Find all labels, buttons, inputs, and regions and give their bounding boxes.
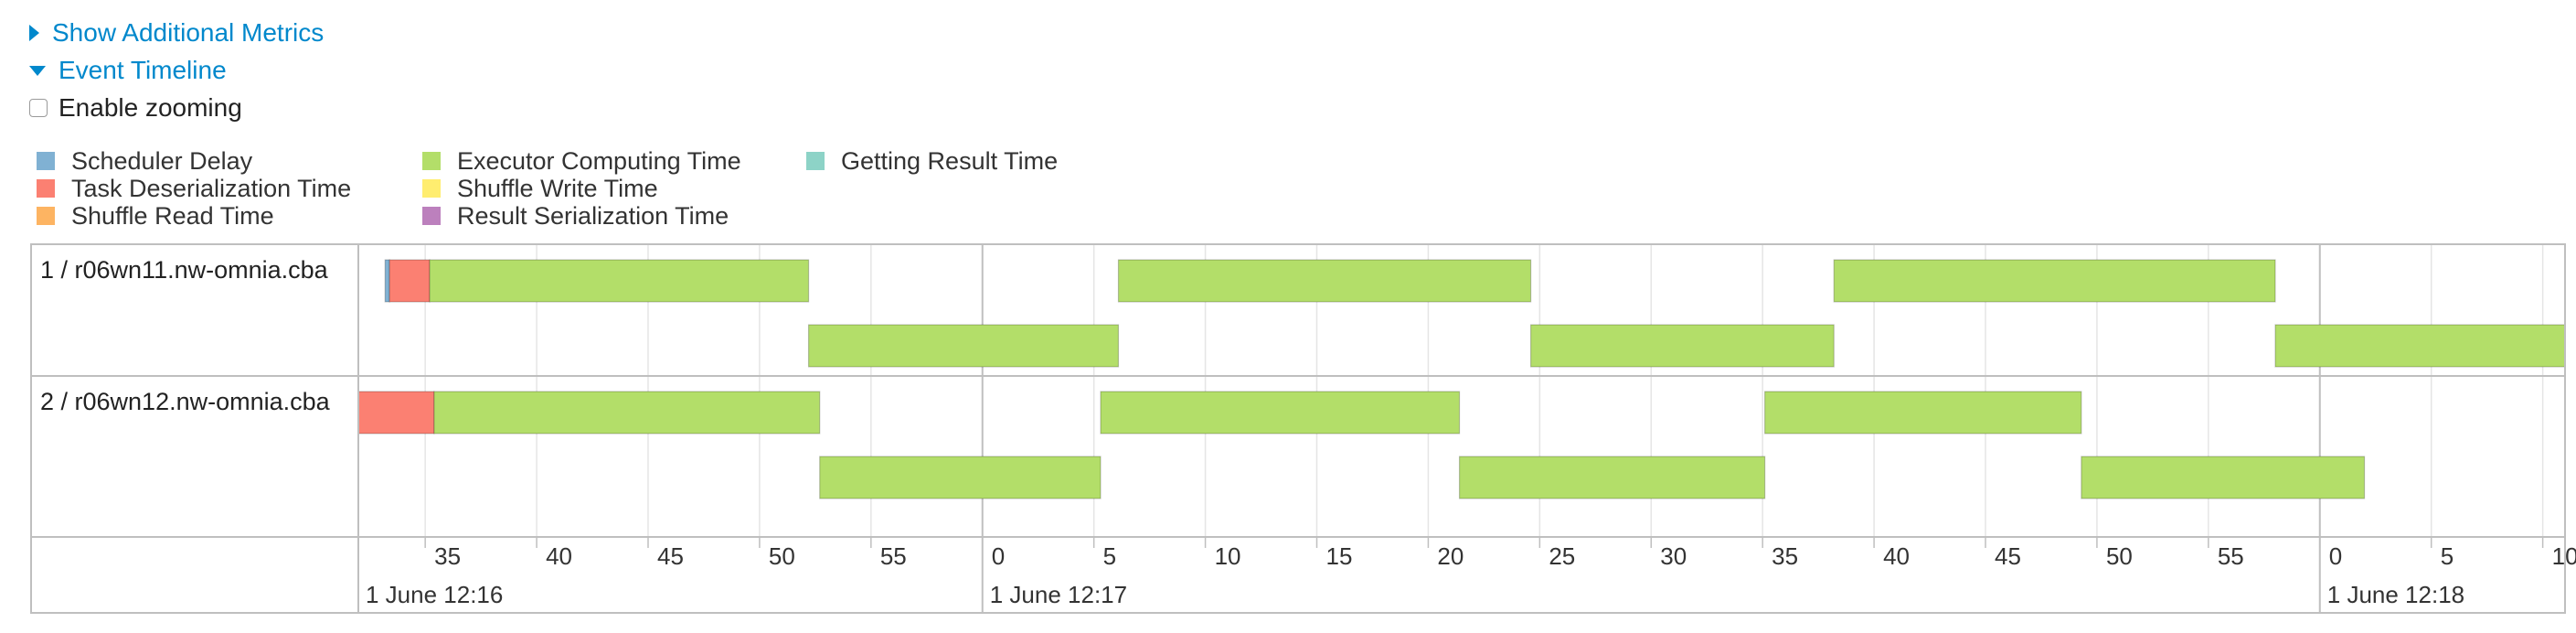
executor-computing-bar	[1764, 391, 2082, 435]
show-additional-metrics-toggle[interactable]: Show Additional Metrics	[29, 15, 324, 51]
tick-label: 0	[2329, 542, 2342, 570]
executor-computing-bar	[429, 259, 810, 303]
tick-label: 35	[1772, 542, 1798, 570]
legend-label: Scheduler Delay	[71, 146, 253, 175]
caret-right-icon	[29, 25, 39, 41]
executor-computing-bar	[1100, 391, 1461, 435]
legend-label: Task Deserialization Time	[71, 174, 352, 202]
tick-label: 45	[657, 542, 684, 570]
legend-label: Shuffle Write Time	[457, 174, 658, 202]
legend-swatch	[37, 207, 55, 225]
enable-zooming-row[interactable]: Enable zooming	[29, 90, 242, 126]
executor-computing-bar	[2274, 324, 2566, 368]
executor-computing-bar	[2081, 456, 2366, 499]
tick-label: 5	[1103, 542, 1116, 570]
minute-label: 1 June 12:16	[366, 581, 503, 608]
caret-down-icon	[29, 65, 46, 76]
task-deserialization-bar	[357, 391, 435, 435]
tick-label: 0	[992, 542, 1005, 570]
show-additional-metrics-label: Show Additional Metrics	[52, 18, 325, 47]
tick-label: 50	[2106, 542, 2133, 570]
legend-swatch	[422, 207, 441, 225]
executor-computing-bar	[1117, 259, 1532, 303]
legend-swatch	[806, 152, 825, 170]
timeline-frame	[30, 243, 2566, 614]
legend-swatch	[422, 179, 441, 198]
executor-computing-bar	[807, 324, 1120, 368]
event-timeline-label: Event Timeline	[59, 56, 227, 84]
legend-label: Shuffle Read Time	[71, 201, 274, 230]
legend-executor-computing: Executor Computing Time	[422, 147, 741, 175]
tick-label: 25	[1549, 542, 1575, 570]
tick-label: 50	[769, 542, 795, 570]
tick-label: 40	[546, 542, 572, 570]
executor-computing-bar	[819, 456, 1102, 499]
legend-label: Getting Result Time	[841, 146, 1059, 175]
legend-swatch	[422, 152, 441, 170]
tick-label: 40	[1883, 542, 1910, 570]
timeline-bars	[357, 259, 2566, 499]
legend-shuffle-read: Shuffle Read Time	[37, 202, 274, 230]
legend-swatch	[37, 152, 55, 170]
legend-label: Result Serialization Time	[457, 201, 729, 230]
tick-label: 30	[1660, 542, 1687, 570]
executor-computing-bar	[1529, 324, 1835, 368]
executor-2-label: 2 / r06wn12.nw-omnia.cba	[40, 388, 331, 415]
tick-label: 55	[2218, 542, 2244, 570]
tick-label: 10	[2552, 542, 2576, 570]
executor-computing-bar	[1833, 259, 2276, 303]
legend-scheduler-delay: Scheduler Delay	[37, 147, 252, 175]
executor-computing-bar	[1458, 456, 1766, 499]
legend-shuffle-write: Shuffle Write Time	[422, 175, 658, 202]
enable-zooming-label: Enable zooming	[59, 93, 242, 122]
task-deserialization-bar	[389, 259, 431, 303]
tick-label: 5	[2441, 542, 2454, 570]
tick-label: 35	[434, 542, 461, 570]
minute-label: 1 June 12:18	[2327, 581, 2464, 608]
event-timeline-toggle[interactable]: Event Timeline	[29, 52, 227, 89]
timeline-gridlines	[424, 244, 2544, 613]
legend-label: Executor Computing Time	[457, 146, 741, 175]
legend-task-deserialization: Task Deserialization Time	[37, 175, 351, 202]
tick-label: 10	[1215, 542, 1241, 570]
enable-zooming-checkbox[interactable]	[29, 99, 48, 117]
executor-computing-bar	[433, 391, 821, 435]
tick-label: 15	[1326, 542, 1353, 570]
minute-label: 1 June 12:17	[990, 581, 1127, 608]
tick-label: 20	[1437, 542, 1464, 570]
tick-label: 55	[880, 542, 907, 570]
legend-getting-result: Getting Result Time	[806, 147, 1058, 175]
timeline-axis: 35 40 45 50 55 0 5 10 15 20 25 30 35 40 45 50 55 0 5 10 1 Ju…	[366, 537, 2576, 608]
timeline-border	[30, 243, 2566, 614]
tick-label: 45	[1995, 542, 2021, 570]
legend-result-serialization: Result Serialization Time	[422, 202, 729, 230]
executor-1-label: 1 / r06wn11.nw-omnia.cba	[40, 256, 329, 284]
legend-swatch	[37, 179, 55, 198]
scheduler-delay-bar	[384, 259, 390, 303]
